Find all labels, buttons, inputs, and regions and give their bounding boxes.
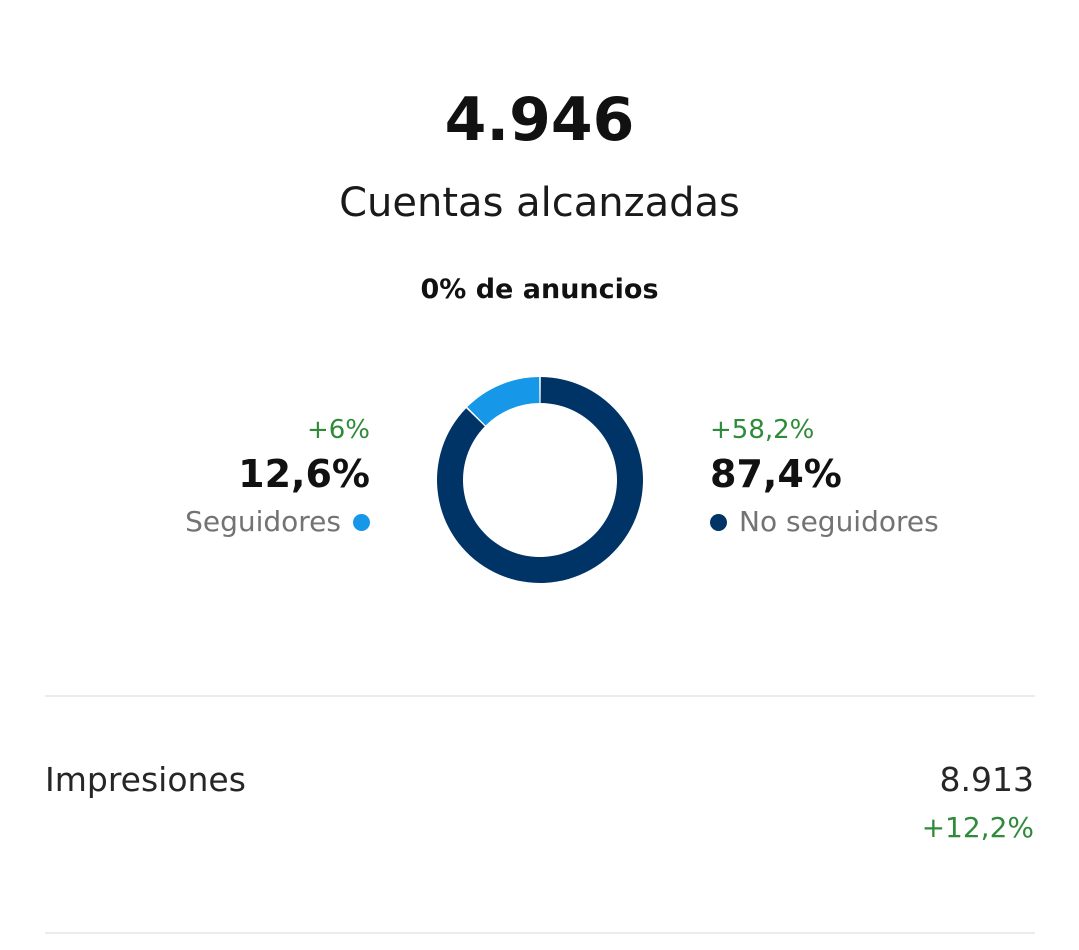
followers-delta: +6%	[306, 415, 370, 445]
donut-slice-no-seguidores	[437, 377, 643, 583]
impressions-value: 8.913	[939, 760, 1034, 799]
non-followers-legend-label: No seguidores	[739, 505, 939, 538]
donut-slice-seguidores	[467, 377, 540, 426]
followers-legend: Seguidores	[40, 502, 370, 542]
non-followers-breakdown: +58,2% 87,4% No seguidores	[710, 412, 1040, 542]
divider	[45, 695, 1035, 697]
divider	[45, 932, 1035, 934]
accounts-reached-count: 4.946	[444, 85, 635, 155]
non-followers-percent: 87,4%	[710, 452, 842, 496]
impressions-label: Impresiones	[45, 760, 246, 799]
impressions-delta: +12,2%	[921, 811, 1034, 844]
non-followers-legend: No seguidores	[710, 502, 1040, 542]
followers-breakdown: +6% 12,6% Seguidores	[40, 412, 370, 542]
followers-percent: 12,6%	[238, 452, 370, 496]
followers-legend-dot-icon	[353, 513, 370, 531]
reach-donut-chart	[437, 377, 643, 583]
non-followers-delta: +58,2%	[710, 415, 815, 445]
followers-legend-label: Seguidores	[185, 505, 341, 538]
accounts-reached-label: Cuentas alcanzadas	[339, 180, 740, 226]
non-followers-legend-dot-icon	[710, 513, 727, 531]
ads-percentage-note: 0% de anuncios	[420, 274, 659, 305]
